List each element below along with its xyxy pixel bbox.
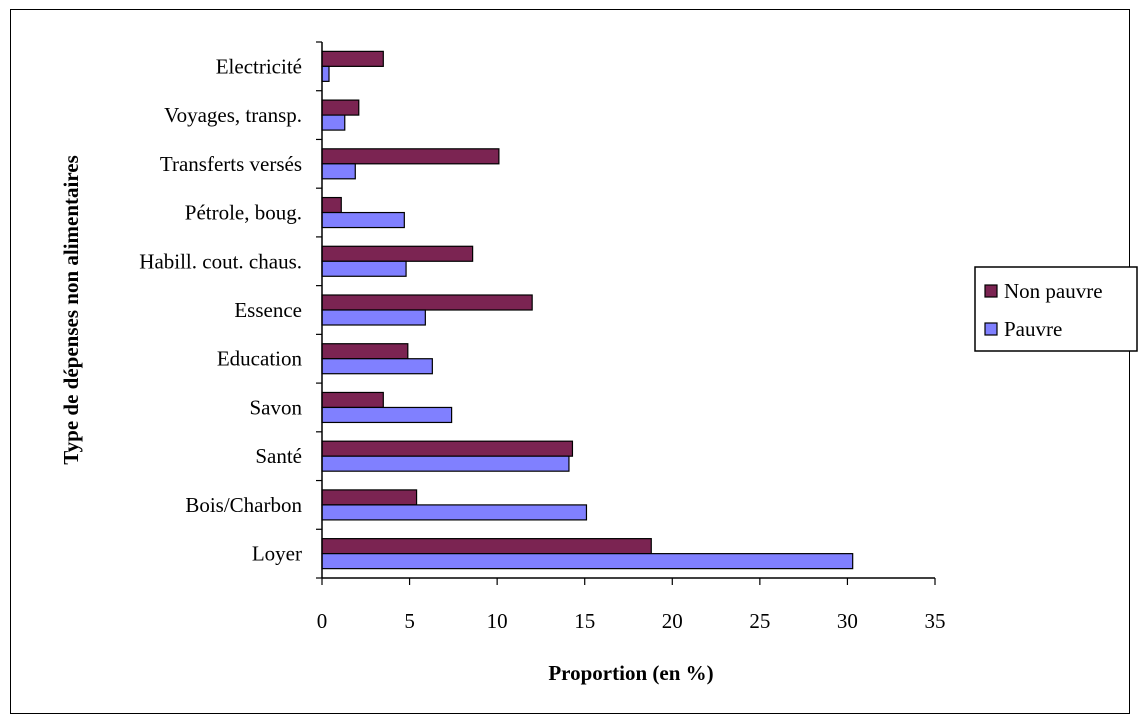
category-label: Bois/Charbon (185, 493, 302, 517)
x-tick-label: 10 (487, 609, 508, 633)
category-label: Santé (255, 444, 302, 468)
legend-label: Non pauvre (1004, 279, 1103, 303)
x-tick-label: 15 (574, 609, 595, 633)
x-tick-label: 25 (749, 609, 770, 633)
x-tick-label: 30 (837, 609, 858, 633)
bar-pauvre (322, 456, 569, 471)
bar-pauvre (322, 66, 329, 81)
legend: Non pauvre Pauvre (975, 267, 1137, 351)
category-label: Pétrole, boug. (185, 201, 302, 225)
bar-pauvre (322, 359, 432, 374)
category-label: Transferts versés (160, 152, 302, 176)
category-label: Habill. cout. chaus. (139, 249, 302, 273)
x-tick-label: 5 (404, 609, 415, 633)
bar-non-pauvre (322, 441, 572, 456)
bar-non-pauvre (322, 51, 383, 66)
bar-pauvre (322, 164, 355, 179)
bar-pauvre (322, 115, 345, 130)
y-axis-title: Type de dépenses non alimentaires (59, 155, 83, 465)
bar-pauvre (322, 407, 452, 422)
bar-non-pauvre (322, 198, 341, 213)
bar-pauvre (322, 554, 853, 569)
bar-non-pauvre (322, 149, 499, 164)
category-label: Essence (234, 298, 302, 322)
category-label: Voyages, transp. (164, 103, 302, 127)
legend-swatch-pauvre (985, 323, 997, 335)
x-axis-title: Proportion (en %) (548, 661, 713, 685)
legend-swatch-non-pauvre (985, 285, 997, 297)
bar-non-pauvre (322, 344, 408, 359)
bar-pauvre (322, 261, 406, 276)
bar-non-pauvre (322, 246, 473, 261)
legend-label: Pauvre (1004, 317, 1062, 341)
x-tick-label: 35 (925, 609, 946, 633)
bar-non-pauvre (322, 392, 383, 407)
bar-pauvre (322, 213, 404, 228)
bar-pauvre (322, 505, 586, 520)
bar-non-pauvre (322, 490, 417, 505)
bar-non-pauvre (322, 539, 651, 554)
bar-pauvre (322, 310, 425, 325)
x-tick-label: 0 (317, 609, 328, 633)
category-labels: Loyer Bois/Charbon Santé Savon Education Esse… (139, 54, 302, 565)
category-label: Savon (250, 395, 303, 419)
bars-group (322, 51, 853, 568)
x-tick-label: 20 (662, 609, 683, 633)
bar-non-pauvre (322, 100, 359, 115)
category-label: Electricité (216, 54, 302, 78)
category-label: Loyer (252, 542, 302, 566)
x-tick-labels: 0 5 10 15 20 25 30 35 (317, 609, 946, 633)
bar-non-pauvre (322, 295, 532, 310)
category-label: Education (217, 347, 303, 371)
